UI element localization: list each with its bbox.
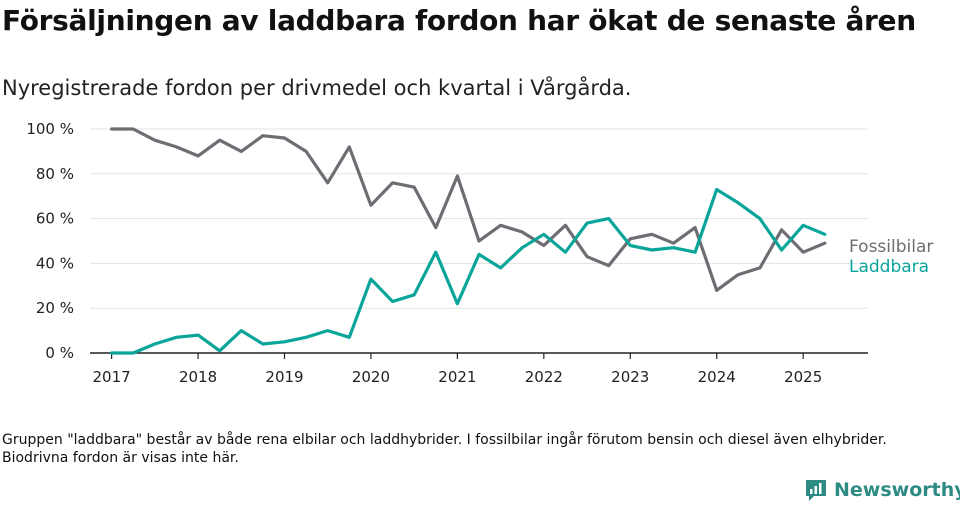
y-axis: 0 % 20 % 40 % 60 % 80 % 100 %: [26, 120, 74, 362]
x-axis: 2017 2018 2019 2020 2021 2022 2023 2024 2025: [90, 352, 868, 386]
y-tick-label: 0 %: [45, 344, 74, 362]
y-tick-label: 40 %: [36, 254, 74, 272]
y-tick-label: 60 %: [36, 210, 74, 228]
series-line-fossilbilar: [109, 127, 827, 292]
x-tick-label: 2020: [352, 368, 390, 386]
x-tick-label: 2018: [179, 368, 217, 386]
brand-name: Newsworthy: [834, 479, 960, 501]
x-tick-label: 2023: [611, 368, 649, 386]
chart-subtitle: Nyregistrerade fordon per drivmedel och …: [2, 76, 632, 100]
legend-label-laddbara: Laddbara: [849, 257, 929, 277]
series-lines: [109, 127, 827, 355]
line-chart: 0 % 20 % 40 % 60 % 80 % 100 % 2017 2018 2019 202…: [26, 120, 933, 386]
x-tick-label: 2019: [265, 368, 303, 386]
x-tick-label: 2022: [525, 368, 563, 386]
chart-title: Försäljningen av laddbara fordon har öka…: [2, 4, 916, 37]
x-tick-label: 2024: [698, 368, 736, 386]
x-tick-label: 2025: [784, 368, 822, 386]
y-tick-label: 80 %: [36, 165, 74, 183]
y-tick-label: 20 %: [36, 299, 74, 317]
newsworthy-logo-icon: [806, 480, 826, 501]
y-tick-label: 100 %: [26, 120, 74, 138]
x-tick-label: 2021: [438, 368, 476, 386]
brand-logo[interactable]: Newsworthy: [804, 475, 960, 505]
grid-lines: [90, 128, 868, 309]
series-line-laddbara: [109, 187, 827, 355]
legend-label-fossilbilar: Fossilbilar: [849, 237, 933, 257]
footnote: Gruppen "laddbara" består av både rena e…: [2, 432, 887, 466]
x-tick-label: 2017: [93, 368, 131, 386]
